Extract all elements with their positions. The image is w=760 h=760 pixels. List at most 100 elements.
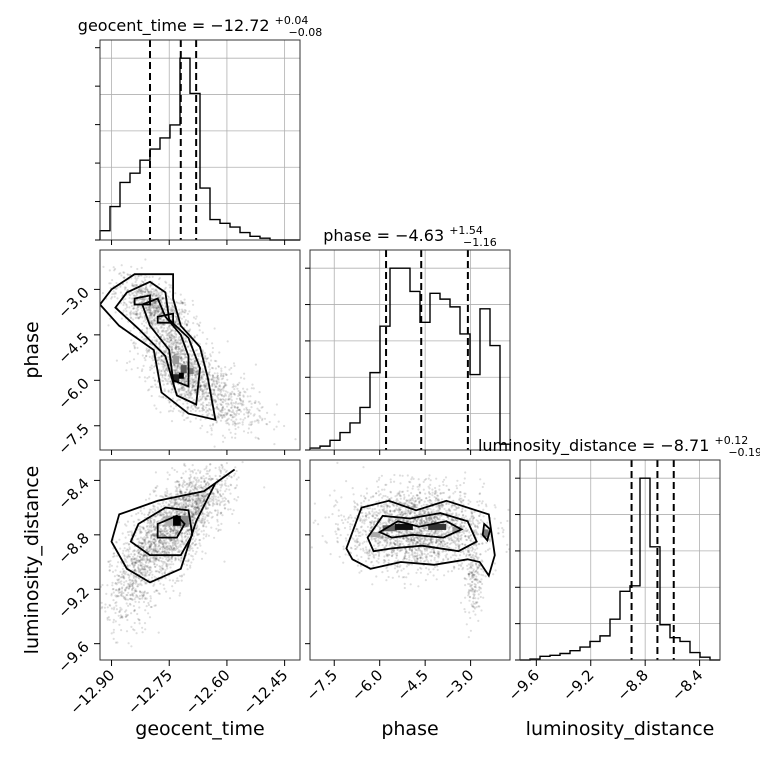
- scatter-point: [190, 350, 193, 353]
- histogram-geocent_time: [99, 57, 300, 241]
- scatter-point: [193, 391, 196, 394]
- scatter-point: [193, 388, 196, 391]
- scatter-point: [219, 469, 222, 472]
- scatter-point: [180, 394, 183, 397]
- scatter-point: [161, 550, 164, 554]
- scatter-point: [204, 406, 207, 409]
- scatter-point: [172, 529, 175, 532]
- scatter-point: [142, 594, 145, 598]
- scatter-point: [153, 301, 157, 304]
- scatter-point: [162, 361, 165, 364]
- scatter-point: [222, 381, 226, 384]
- scatter-point: [97, 274, 99, 276]
- scatter-point: [154, 383, 157, 386]
- scatter-point: [170, 337, 173, 340]
- scatter-point: [134, 280, 137, 284]
- scatter-point: [158, 278, 161, 281]
- scatter-point: [199, 497, 202, 500]
- scatter-point: [205, 357, 208, 361]
- scatter-point: [216, 389, 219, 392]
- scatter-point: [183, 532, 186, 535]
- scatter-point: [161, 543, 164, 546]
- scatter-point: [258, 415, 261, 418]
- scatter-point: [156, 557, 159, 560]
- scatter-point: [182, 402, 185, 405]
- scatter-point: [192, 498, 195, 501]
- scatter-point: [125, 602, 128, 605]
- scatter-point: [191, 510, 194, 513]
- scatter-point: [181, 345, 184, 348]
- scatter-point: [112, 591, 115, 594]
- scatter-point: [178, 325, 181, 328]
- scatter-point: [144, 279, 147, 282]
- scatter-point: [137, 511, 140, 515]
- scatter-point: [236, 422, 240, 425]
- scatter-point: [151, 324, 154, 327]
- scatter-point: [156, 545, 160, 548]
- scatter-point: [203, 495, 206, 498]
- scatter-point: [200, 494, 204, 497]
- scatter-point: [250, 387, 253, 390]
- scatter-point: [123, 581, 126, 584]
- scatter-point: [139, 290, 142, 293]
- scatter-point: [174, 556, 177, 560]
- scatter-point: [174, 481, 177, 484]
- scatter-point: [217, 528, 220, 531]
- scatter-point: [190, 406, 193, 409]
- scatter-point: [160, 559, 163, 563]
- scatter-point: [187, 558, 190, 561]
- scatter-point: [156, 589, 159, 592]
- scatter-point: [148, 308, 151, 311]
- scatter-point: [186, 406, 189, 409]
- scatter-point: [171, 543, 174, 546]
- scatter-point: [169, 540, 172, 543]
- scatter-point: [154, 311, 157, 314]
- scatter-point: [128, 293, 131, 296]
- scatter-point: [294, 438, 297, 441]
- scatter-point: [175, 316, 178, 319]
- scatter-point: [126, 564, 129, 567]
- scatter-point: [164, 528, 167, 531]
- scatter-point: [220, 464, 224, 467]
- scatter-point: [172, 329, 175, 332]
- scatter-point: [191, 516, 194, 519]
- scatter-point: [164, 541, 167, 544]
- scatter-point: [170, 538, 173, 541]
- scatter-point: [173, 511, 176, 514]
- scatter-point: [224, 411, 227, 414]
- scatter-point: [215, 382, 219, 385]
- scatter-point: [156, 305, 159, 309]
- scatter-point: [148, 375, 151, 378]
- scatter-point: [166, 340, 169, 343]
- scatter-point: [164, 525, 167, 528]
- scatter-point: [156, 506, 159, 509]
- density-bin: [173, 374, 180, 383]
- scatter-point: [143, 536, 146, 539]
- scatter-point: [95, 615, 97, 617]
- scatter-point: [154, 549, 157, 552]
- scatter-point: [176, 492, 179, 496]
- scatter-point: [183, 491, 186, 494]
- scatter-point: [212, 494, 215, 498]
- scatter-point: [162, 396, 165, 399]
- scatter-point: [195, 370, 198, 373]
- scatter-point: [115, 608, 118, 611]
- scatter-point: [150, 364, 153, 367]
- scatter-point: [254, 363, 257, 366]
- scatter-point: [149, 545, 152, 548]
- scatter-point: [171, 357, 174, 360]
- scatter-point: [100, 607, 103, 610]
- scatter-point: [180, 359, 183, 362]
- title-geocent_time: geocent_time = −12.72 +0.04 −0.08: [78, 9, 322, 39]
- scatter-point: [155, 292, 158, 295]
- scatter-point: [212, 380, 215, 383]
- scatter-point: [203, 513, 206, 516]
- scatter-point: [158, 547, 162, 550]
- scatter-point: [200, 504, 203, 507]
- scatter-point: [114, 569, 117, 572]
- scatter-point: [192, 494, 195, 497]
- scatter-point: [191, 389, 195, 392]
- scatter-point: [157, 305, 160, 308]
- scatter-point: [229, 492, 232, 495]
- scatter-point: [176, 351, 179, 354]
